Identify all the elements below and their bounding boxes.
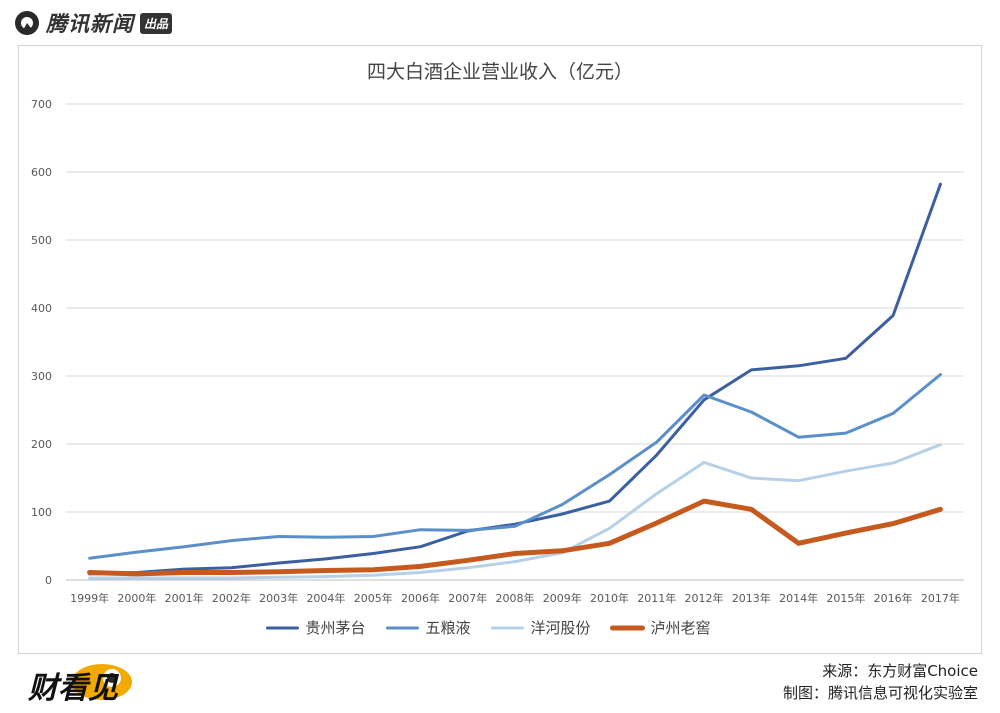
y-tick-label: 700 [31, 98, 52, 111]
x-tick-label: 2006年 [401, 591, 440, 605]
x-tick-label: 2004年 [306, 591, 345, 605]
x-tick-label: 2000年 [117, 591, 156, 605]
x-tick-label: 2012年 [685, 591, 724, 605]
legend-label: 五粮液 [426, 619, 471, 637]
x-tick-label: 2008年 [496, 591, 535, 605]
footer-logo-text: 财看见 [27, 671, 120, 706]
y-tick-label: 200 [31, 438, 52, 451]
legend-label: 洋河股份 [531, 619, 591, 637]
x-tick-label: 2009年 [543, 591, 582, 605]
y-axis-tick-labels: 0 100 200 300 400 500 600 700 [31, 98, 52, 587]
x-tick-label: 2015年 [826, 591, 865, 605]
y-tick-label: 0 [45, 574, 52, 587]
series-lines [87, 182, 943, 580]
x-tick-label: 2014年 [779, 591, 818, 605]
y-tick-label: 300 [31, 370, 52, 383]
x-axis-tick-labels: 1999年 2000年 2001年 2002年 2003年 2004年 2005年 2006年… [70, 591, 960, 605]
caikanjian-logo: 财看见 [27, 664, 132, 706]
revenue-line-chart: 四大白酒企业营业收入（亿元） 0 100 200 300 400 500 600 700 19… [31, 61, 964, 637]
x-tick-label: 2013年 [732, 591, 771, 605]
x-tick-label: 2002年 [212, 591, 251, 605]
made-by-text: 制图：腾讯信息可视化实验室 [782, 684, 978, 702]
x-tick-label: 2003年 [259, 591, 298, 605]
x-tick-label: 2005年 [354, 591, 393, 605]
brand-header: 腾讯新闻 出品 [14, 8, 173, 38]
series-line-3 [87, 498, 943, 577]
y-tick-label: 400 [31, 302, 52, 315]
source-text: 来源：东方财富Choice [822, 662, 978, 680]
y-tick-label: 500 [31, 234, 52, 247]
series-line-2 [88, 443, 942, 580]
x-tick-label: 2001年 [165, 591, 204, 605]
y-tick-label: 100 [31, 506, 52, 519]
legend-label: 贵州茅台 [306, 619, 366, 637]
x-tick-label: 1999年 [70, 591, 109, 605]
x-tick-label: 2017年 [921, 591, 960, 605]
series-line-0 [88, 182, 942, 576]
brand-name: 腾讯新闻 [46, 12, 134, 36]
series-line-1 [88, 373, 942, 560]
x-tick-label: 2010年 [590, 591, 629, 605]
tencent-news-logo-icon [15, 11, 39, 35]
footer-credits: 来源：东方财富Choice 制图：腾讯信息可视化实验室 [783, 660, 978, 704]
x-tick-label: 2011年 [637, 591, 676, 605]
y-tick-label: 600 [31, 166, 52, 179]
legend: 贵州茅台 五粮液 洋河股份 泸州老窖 [266, 619, 711, 637]
chart-container: 四大白酒企业营业收入（亿元） 0 100 200 300 400 500 600 700 19… [18, 45, 982, 654]
x-tick-label: 2007年 [448, 591, 487, 605]
legend-label: 泸州老窖 [651, 619, 711, 637]
x-tick-label: 2016年 [874, 591, 913, 605]
grid-lines [66, 103, 964, 581]
chart-title: 四大白酒企业营业收入（亿元） [367, 61, 633, 83]
brand-tag: 出品 [140, 12, 173, 34]
